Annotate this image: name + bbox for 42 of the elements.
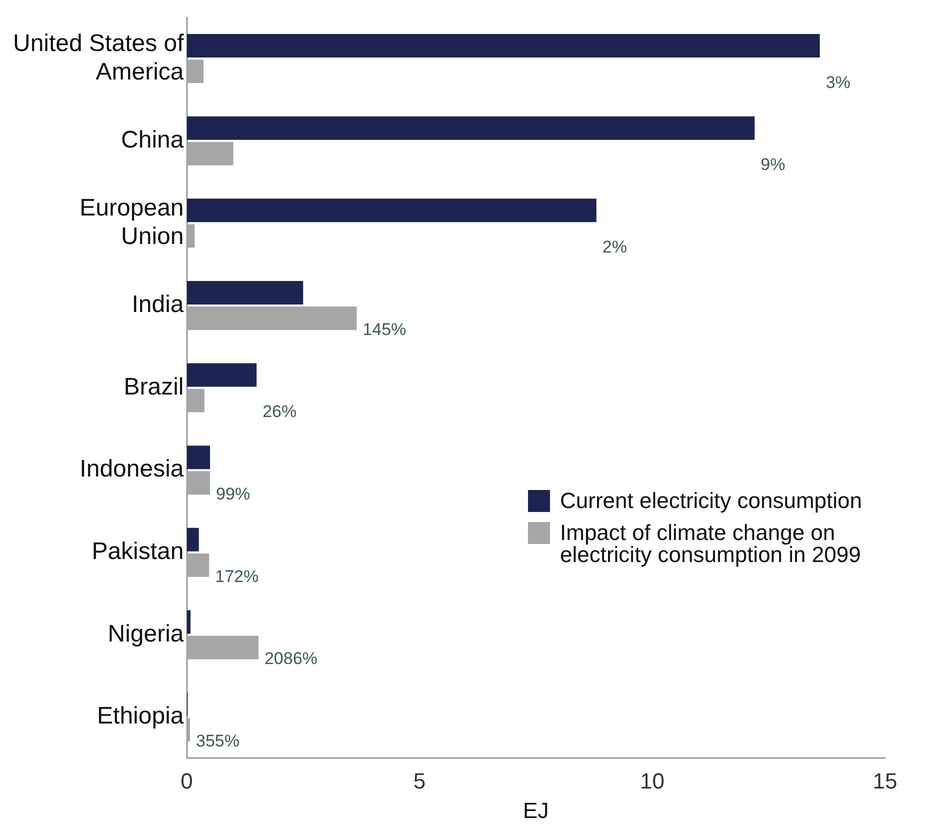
- bar: [186, 34, 820, 58]
- y-tick-label: Indonesia: [80, 456, 184, 483]
- x-axis-title: EJ: [523, 798, 549, 823]
- y-tick-label: China: [121, 126, 184, 154]
- bar: [186, 198, 596, 222]
- y-tick-label: Pakistan: [92, 538, 184, 566]
- y-tick-label: Brazil: [124, 373, 184, 400]
- x-tick-label: 15: [872, 768, 898, 794]
- legend-label: Impact of climate change on electricity consumption in 2099: [560, 520, 862, 567]
- y-tick-label: Nigeria: [108, 620, 184, 648]
- bar: [186, 718, 190, 742]
- bar: [186, 553, 210, 577]
- bar: [186, 306, 357, 330]
- annotation: 2086%: [264, 649, 318, 668]
- legend-label: Current electricity consumption: [560, 488, 862, 513]
- annotation: 3%: [826, 72, 850, 92]
- bar: [186, 116, 755, 140]
- x-tick-label: 10: [640, 768, 664, 794]
- annotation: 26%: [262, 402, 297, 422]
- bar: [186, 280, 304, 304]
- bar: [186, 142, 234, 166]
- annotation: 145%: [362, 320, 406, 339]
- bar: [186, 446, 210, 470]
- annotation: 172%: [215, 566, 259, 586]
- annotation: 2%: [602, 238, 627, 257]
- annotation: 9%: [760, 155, 786, 174]
- bar: [186, 60, 204, 84]
- bar: [186, 224, 195, 248]
- y-tick-label: United States of America: [13, 30, 184, 86]
- bar: [186, 636, 258, 660]
- bar: [186, 388, 204, 412]
- bar: [186, 528, 199, 552]
- y-tick-label: India: [132, 291, 184, 318]
- annotation: 99%: [216, 484, 250, 504]
- annotation: 355%: [196, 731, 240, 750]
- y-tick-label: Ethiopia: [97, 702, 184, 730]
- bar: [186, 610, 190, 634]
- bar: [186, 363, 257, 387]
- x-tick-label: 0: [180, 768, 193, 794]
- y-tick-label: European Union: [80, 194, 184, 250]
- bar: [186, 471, 210, 495]
- x-tick-label: 5: [413, 768, 426, 794]
